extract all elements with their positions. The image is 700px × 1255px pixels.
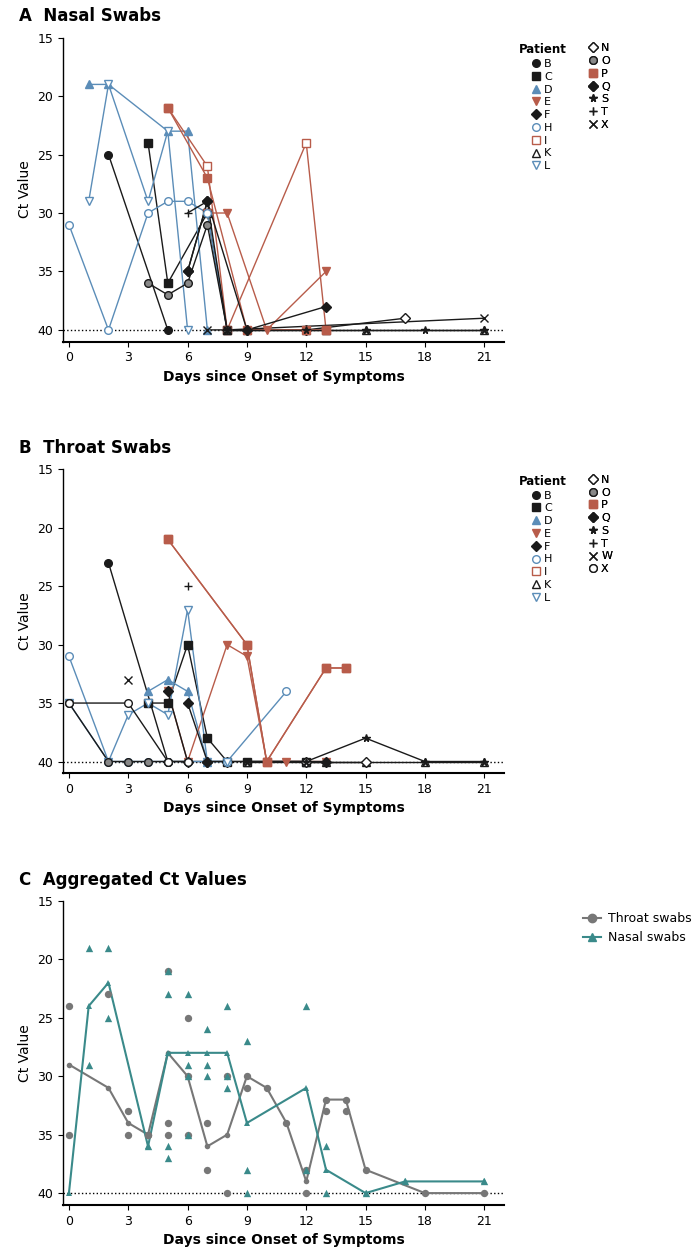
Point [300,1160,312,1180]
Legend: N, O, P, Q, S, T, W, X: N, O, P, Q, S, T, W, X [589,474,612,575]
Point [340,1101,351,1121]
Text: C  Aggregated Ct Values: C Aggregated Ct Values [19,871,246,889]
Point [281,1113,292,1133]
Point [162,1136,174,1156]
Point [83,937,94,958]
Point [419,1183,430,1204]
Point [321,1089,332,1109]
Point [241,1160,253,1180]
Y-axis label: Ct Value: Ct Value [18,1024,32,1082]
Point [241,1032,253,1052]
Point [63,1124,74,1145]
Point [162,1113,174,1133]
Point [103,937,114,958]
Point [162,961,174,981]
Point [162,961,174,981]
Y-axis label: Ct Value: Ct Value [18,161,32,218]
Point [202,1054,213,1074]
Point [340,1089,351,1109]
Point [400,1171,411,1191]
Point [241,1067,253,1087]
Point [360,1183,371,1204]
Legend: Throat swabs, Nasal swabs: Throat swabs, Nasal swabs [578,907,696,949]
X-axis label: Days since Onset of Symptoms: Days since Onset of Symptoms [162,802,405,816]
Point [321,1136,332,1156]
Point [182,984,193,1004]
Point [221,1067,232,1087]
X-axis label: Days since Onset of Symptoms: Days since Onset of Symptoms [162,1234,405,1247]
Point [182,1067,193,1087]
Point [221,1183,232,1204]
Point [479,1183,490,1204]
Point [142,1136,153,1156]
X-axis label: Days since Onset of Symptoms: Days since Onset of Symptoms [162,370,405,384]
Point [182,1124,193,1145]
Point [241,1078,253,1098]
Point [321,1183,332,1204]
Point [300,1183,312,1204]
Point [122,1101,134,1121]
Point [162,984,174,1004]
Point [103,984,114,1004]
Point [360,1160,371,1180]
Point [142,1124,153,1145]
Point [182,1054,193,1074]
Point [261,1078,272,1098]
Point [241,1183,253,1204]
Point [142,1124,153,1145]
Point [321,1101,332,1121]
Point [162,1124,174,1145]
Point [479,1171,490,1191]
Text: A  Nasal Swabs: A Nasal Swabs [19,8,161,25]
Point [103,1008,114,1028]
Point [221,996,232,1017]
Legend: N, O, P, Q, S, T, X: N, O, P, Q, S, T, X [589,43,610,129]
Point [221,1078,232,1098]
Point [122,1124,134,1145]
Point [182,1008,193,1028]
Point [182,1067,193,1087]
Point [202,1019,213,1039]
Point [182,1124,193,1145]
Point [202,1113,213,1133]
Point [162,1148,174,1168]
Point [202,1160,213,1180]
Point [202,1067,213,1087]
Point [300,1160,312,1180]
Y-axis label: Ct Value: Ct Value [18,592,32,650]
Point [63,996,74,1017]
Point [221,1067,232,1087]
Point [300,996,312,1017]
Point [83,1054,94,1074]
Text: B  Throat Swabs: B Throat Swabs [19,439,171,457]
